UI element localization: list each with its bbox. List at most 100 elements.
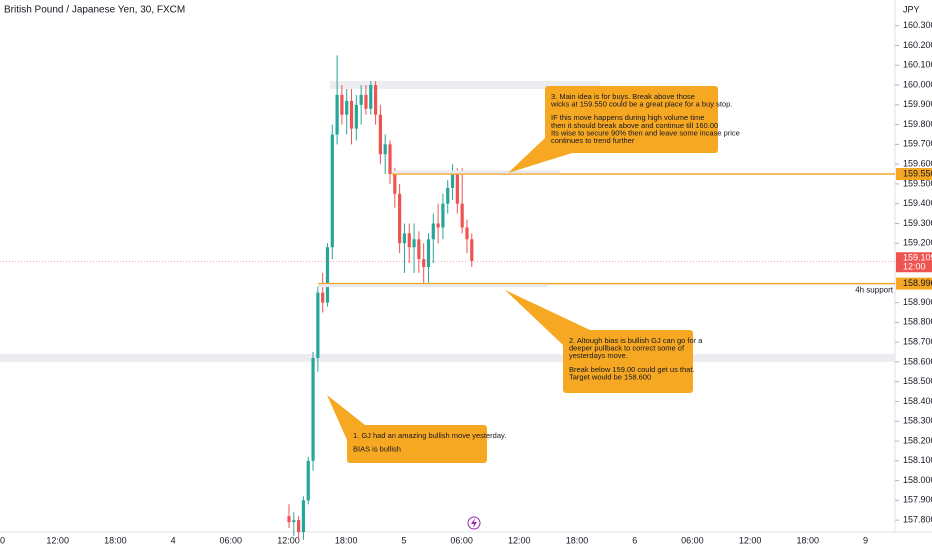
callout-text: yesterdays move. [569,351,628,360]
x-tick-label: 12:00 [739,535,762,545]
candle-body [345,100,349,115]
candle-body [373,85,378,115]
y-tick-label: 158.000 [903,475,932,485]
x-tick-label: 06:00 [681,535,704,545]
candle-body [446,187,450,204]
candle-body [460,203,464,228]
y-tick-label: 159.900 [903,99,932,109]
candle-body [402,233,407,244]
zone [330,81,600,90]
candle-body [426,239,431,267]
candle-body [455,174,459,204]
event-icon-bolt [471,518,477,528]
x-tick-label: 4 [171,535,176,545]
callout-box [545,86,718,153]
candle-body [450,174,455,188]
countdown-label: 12:00 [903,262,926,272]
callout-text: 1. GJ had an amazing bullish move yester… [353,431,506,440]
y-tick-label: 158.500 [903,376,932,386]
y-tick-label: 159.600 [903,159,932,169]
zone [0,353,895,362]
candle-body [441,203,445,228]
candle-body [306,460,310,501]
candle-body [359,94,363,105]
y-tick-label: 158.300 [903,416,932,426]
y-tick-label: 158.400 [903,396,932,406]
callout-text: 3. Main idea is for buys. Break above th… [551,92,695,101]
y-tick-label: 159.200 [903,238,932,248]
currency: JPY [903,4,920,14]
callout-box [347,425,487,463]
candle-body [422,259,426,267]
callout-box [563,330,693,393]
current-price-label: 159.109 [903,253,932,263]
candle-body [417,239,421,260]
level-box [896,277,932,290]
x-tick-label: 18:00 [797,535,820,545]
x-tick-label: 6 [632,535,637,545]
x-tick-label: 06:00 [220,535,243,545]
candle-body [470,239,474,262]
candle-body [364,94,368,109]
y-tick-label: 158.100 [903,455,932,465]
y-tick-label: 160.200 [903,40,932,50]
y-tick-label: 158.800 [903,317,932,327]
callout-text: Target would be 158.600 [569,372,651,381]
candle-body [311,357,315,461]
candle-body [297,520,301,532]
candle-body [321,292,325,303]
candle-body [349,100,354,129]
y-tick-label: 160.100 [903,60,932,70]
x-tick-label: 18:00 [566,535,589,545]
y-tick-label: 158.600 [903,356,932,366]
y-tick-label: 159.700 [903,139,932,149]
x-tick-label: 18:00 [104,535,127,545]
candle-body [436,223,440,228]
callout-text: Break below 159.00 could get us that. [569,365,695,374]
candle-body [335,94,339,135]
candle-body [354,104,358,129]
candle-body [378,114,382,155]
x-tick-label: 12:00 [46,535,69,545]
y-tick-label: 160.300 [903,20,932,30]
level-label: 159.550 [903,168,932,178]
x-tick-label: 00 [0,535,5,545]
candle-body [393,174,397,194]
y-tick-label: 159.400 [903,198,932,208]
y-tick-label: 157.800 [903,515,932,525]
y-tick-label: 159.500 [903,178,932,188]
x-tick-label: 18:00 [335,535,358,545]
callout-text: 2. Altough bias is bullish GJ can go for… [569,336,703,345]
x-tick-label: 12:00 [508,535,531,545]
y-tick-label: 159.800 [903,119,932,129]
level-box [896,168,932,181]
candle-body [287,516,291,523]
level-label: 158.996 [903,278,932,288]
callout-text: Its wise to secure 90% then and leave so… [551,128,740,137]
callout-text: deeper pullback to correct some of [569,344,685,353]
candle-body [398,193,402,244]
y-tick-label: 159.300 [903,218,932,228]
candle-body [301,500,306,532]
y-tick-label: 157.900 [903,495,932,505]
candle-body [407,233,411,248]
y-tick-label: 158.700 [903,337,932,347]
x-tick-label: 12:00 [277,535,300,545]
candle-body [369,85,373,109]
x-tick-label: 5 [401,535,406,545]
callout-text: BIAS is bullish [353,445,401,454]
candle-body [388,144,392,175]
support-label: 4h support [855,286,894,295]
candle-body [316,292,320,358]
callout-text: wicks at 159.550 could be a great place … [550,100,732,109]
x-tick-label: 06:00 [450,535,473,545]
y-tick-label: 158.200 [903,435,932,445]
candle-body [465,227,469,240]
callout-text: IF this move happens during high volume … [551,113,704,122]
callout-text: then it should break above and continue … [551,121,718,130]
candle-body [325,247,330,303]
callout-text: continues to trend further [551,136,635,145]
candle-body [383,144,387,155]
y-tick-label: 158.900 [903,297,932,307]
